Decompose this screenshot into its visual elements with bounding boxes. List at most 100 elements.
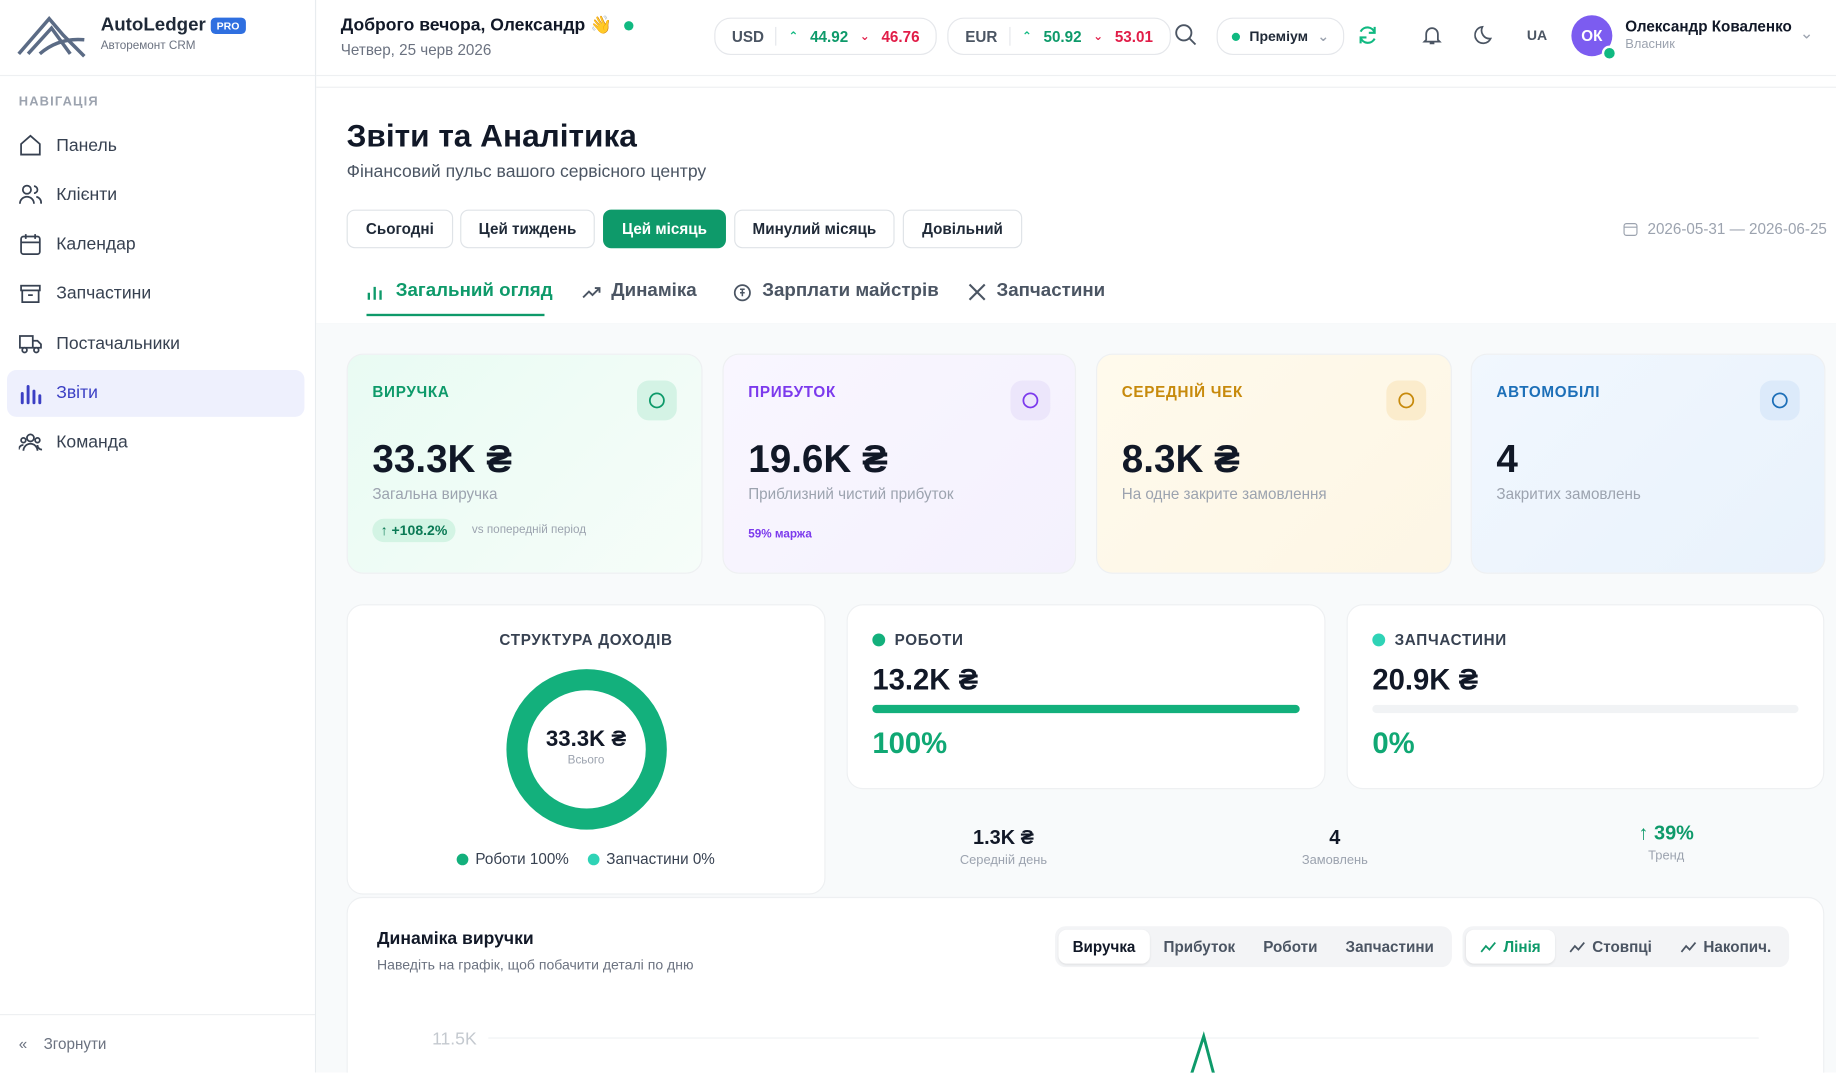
kpi-label: ПРИБУТОК (748, 382, 836, 401)
segment-card: ЗАПЧАСТИНИ 20.9K ₴ 0% (1346, 604, 1825, 790)
arrow: ⌃ (1021, 29, 1032, 43)
sell-rate: 46.76 (881, 27, 920, 46)
period-button[interactable]: Довільний (902, 209, 1023, 249)
logo (17, 16, 86, 58)
view-icon (1569, 941, 1585, 952)
kpi-caption: Закритих замовлень (1496, 484, 1641, 503)
view-label: Накопич. (1703, 937, 1772, 956)
search-icon[interactable] (1174, 23, 1197, 46)
nav-label: Запчастини (56, 283, 152, 304)
plan-selector[interactable]: Преміум ⌄ (1216, 17, 1345, 56)
tagline: Авторемонт CRM (100, 39, 196, 53)
greeting-text: Доброго вечора, Олександр 👋 (340, 15, 612, 36)
online-dot (1601, 45, 1618, 61)
period-button[interactable]: Сьогодні (346, 209, 454, 249)
nav-item[interactable]: Звіти (7, 369, 305, 417)
tab[interactable]: Динаміка (582, 281, 697, 302)
legend-item: Роботи 100% (456, 850, 569, 868)
nav-label: Панель (56, 135, 117, 156)
language[interactable]: UA (1526, 26, 1548, 44)
sell-rate: 53.01 (1114, 27, 1153, 46)
initials: ОК (1581, 26, 1603, 45)
stat: ↑ 39% Тренд (1549, 822, 1783, 863)
icon (648, 392, 665, 409)
divider (0, 1014, 315, 1016)
chevron[interactable]: ⌄ (1799, 23, 1814, 43)
date-range[interactable]: 2026-05-31 — 2026-06-25 (1623, 220, 1827, 238)
tab-label: Запчастини (996, 281, 1106, 301)
swatch (872, 633, 886, 647)
icon (1771, 392, 1788, 409)
user-role: Власник (1625, 37, 1675, 52)
plan: Преміум (1249, 28, 1309, 45)
collapse-button[interactable]: « Згорнути (19, 1035, 107, 1053)
stat-value: ↑ 39% (1638, 821, 1694, 845)
currency-code: EUR (965, 27, 998, 46)
currency-code: USD (731, 27, 764, 46)
legend: Роботи 100% Запчастини 0% (456, 850, 715, 868)
view-tab[interactable]: Накопич. (1666, 930, 1785, 964)
nav-label: Команда (56, 432, 128, 453)
chevron: ⌄ (1317, 28, 1330, 45)
buy-rate: 44.92 (810, 27, 849, 46)
theme-icon[interactable] (1474, 25, 1495, 46)
donut-label: Всього (567, 754, 605, 767)
nav-item[interactable]: Панель (7, 122, 304, 169)
icon: « (18, 1035, 28, 1053)
kpi-value: 4 (1496, 436, 1518, 481)
view-tab[interactable]: Лінія (1465, 929, 1555, 964)
segment-share: 0% (1372, 727, 1415, 760)
view-tabs: Лінія Стовпці Накопич. (1462, 926, 1789, 968)
view-tab[interactable]: Стовпці (1555, 930, 1666, 964)
tab-label: Загальний огляд (395, 281, 553, 301)
refresh-icon[interactable] (1357, 25, 1378, 46)
tab-icon (733, 283, 751, 301)
nav-item[interactable]: Команда (7, 419, 304, 466)
metric-tab[interactable]: Виручка (1058, 929, 1150, 964)
header: Доброго вечора, Олександр 👋 Четвер, 25 ч… (316, 0, 1836, 77)
user-name: Олександр Коваленко (1625, 17, 1792, 36)
metric-tab[interactable]: Запчастини (1345, 937, 1434, 956)
tab[interactable]: Запчастини (967, 281, 1105, 302)
view-icon (1480, 941, 1496, 952)
kpi-caption: На одне закрите замовлення (1121, 484, 1327, 503)
segment-label: РОБОТИ (872, 631, 963, 649)
tab-label: Зарплати майстрів (762, 281, 939, 301)
currency-rates: USD ⌃ 44.92 ⌄ 46.76 EUR ⌃ 50.92 ⌄ 53.01 (714, 17, 1171, 56)
kpi-card: АВТОМОБІЛІ 4 Закритих замовлень (1470, 353, 1826, 574)
metric-tab[interactable]: Прибуток (1163, 937, 1236, 956)
currency-pill: EUR ⌃ 50.92 ⌄ 53.01 (947, 17, 1171, 56)
kpi-caption: Загальна виручка (372, 484, 498, 503)
kpi-card: ПРИБУТОК 19.6K ₴ Приблизний чистий прибуто… (722, 353, 1077, 574)
nav-label: Звіти (56, 382, 98, 403)
stat: 1.3K ₴ Середній день (886, 827, 1120, 868)
nav-item[interactable]: Клієнти (7, 171, 304, 218)
arrow: ⌃ (788, 29, 799, 43)
swatch (456, 853, 469, 865)
nav-icon (18, 433, 43, 451)
nav-item[interactable]: Календар (7, 221, 304, 268)
stat-label: Замовлень (1301, 853, 1368, 868)
period-button[interactable]: Минулий місяць (734, 209, 895, 249)
tab[interactable]: Зарплати майстрів (733, 281, 939, 302)
tab-icon (367, 286, 382, 300)
plan-dot (1231, 32, 1241, 41)
tab[interactable]: Загальний огляд (366, 281, 553, 302)
period-button[interactable]: Цей тиждень (460, 209, 595, 249)
legend-text: Запчастини 0% (606, 850, 715, 868)
date: Четвер, 25 черв 2026 (340, 40, 492, 59)
nav-label: Календар (56, 234, 136, 255)
page-subtitle: Фінансовий пульс вашого сервісного центр… (346, 161, 707, 182)
metric-tab[interactable]: Роботи (1263, 937, 1318, 956)
period-button[interactable]: Цей місяць (603, 209, 726, 249)
progress-bar (872, 704, 1300, 714)
nav-item[interactable]: Запчастини (7, 270, 304, 317)
segment-card: РОБОТИ 13.2K ₴ 100% (846, 604, 1326, 790)
divider (1009, 26, 1011, 46)
bell-icon[interactable] (1421, 25, 1442, 46)
arrow: ⌄ (1093, 29, 1104, 43)
legend-text: Роботи 100% (475, 850, 569, 868)
nav-item[interactable]: Постачальники (7, 320, 304, 367)
stat-value: 1.3K ₴ (973, 826, 1034, 849)
